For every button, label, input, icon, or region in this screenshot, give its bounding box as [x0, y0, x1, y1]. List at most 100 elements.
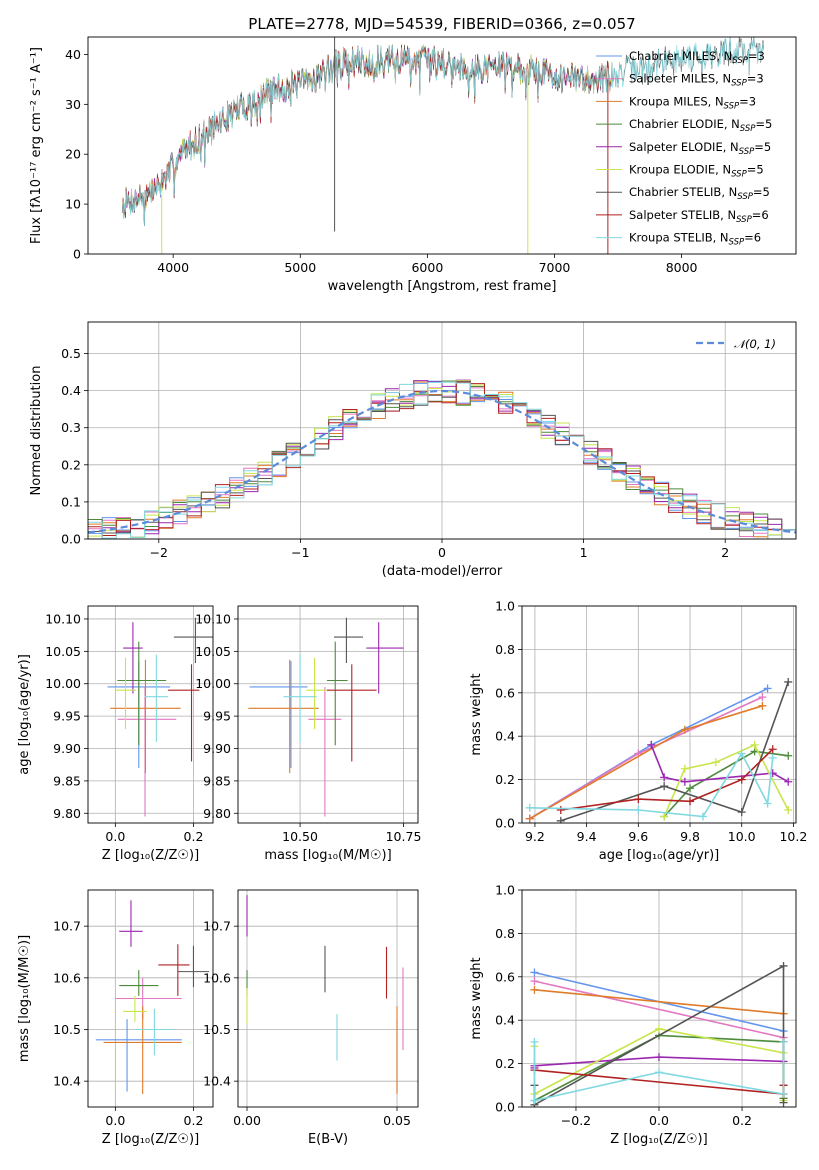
data-point: [530, 1096, 539, 1105]
legend-subscript: SSP: [731, 79, 747, 89]
series-kroupa-stelib: [121, 37, 765, 226]
histogram-kroupa-stelib: [88, 381, 796, 539]
data-point: [634, 805, 643, 814]
panel-spectrum: 4000 5000 6000 7000 8000 0 10 20 30 40 wavelength …: [29, 36, 797, 294]
errorbar-salpeter-stelib: [168, 664, 200, 762]
series-line: [663, 750, 789, 818]
legend-series-name: Kroupa STELIB, N: [629, 231, 729, 245]
errorbar-chabrier-miles: [249, 661, 308, 768]
data-point: [680, 764, 689, 773]
x-tick-label: 10.75: [386, 829, 422, 844]
errorbar-chabrier-stelib: [177, 945, 210, 988]
errorbar-kroupa-elodie: [123, 995, 147, 1022]
y-tick-label: 9.80: [53, 806, 81, 821]
x-tick-label: 9.4: [577, 829, 597, 844]
y-axis-label: mass [log₁₀(M/M☉)]: [17, 935, 32, 1062]
data-point: [763, 799, 772, 808]
y-tick-label: 0: [73, 247, 81, 262]
y-tick-label: 9.80: [203, 806, 231, 821]
legend-nssp: =6: [752, 208, 769, 222]
data-point: [660, 812, 669, 821]
axes-frame: [237, 605, 419, 824]
y-tick-label: 10.05: [45, 644, 81, 659]
axes-frame: [87, 36, 797, 255]
y-tick-label: 10.7: [53, 919, 81, 934]
data-point: [779, 1037, 788, 1046]
legend-nssp: =3: [747, 72, 764, 86]
data-point: [556, 816, 565, 823]
x-tick-label: 10.2: [779, 829, 807, 844]
series-kroupa-miles: [525, 701, 767, 823]
axes-frame: [87, 889, 214, 1108]
errorbar-chabrier-miles: [95, 1019, 182, 1092]
errorbar-salpeter-stelib: [158, 944, 190, 996]
data-point: [750, 740, 759, 749]
data-point: [655, 1068, 663, 1077]
y-tick-label: 10.05: [195, 644, 231, 659]
y-tick-label: 20: [65, 147, 81, 162]
errorbar-kroupa-stelib: [144, 654, 169, 743]
y-tick-label: 10.4: [53, 1074, 81, 1089]
x-tick-label: 0.0: [105, 1113, 125, 1128]
legend-label: Chabrier ELODIE, NSSP=5: [629, 117, 772, 134]
y-tick-label: 10.10: [45, 611, 81, 626]
data-point: [768, 745, 777, 754]
data-point: [556, 805, 565, 814]
y-tick-label: 0.2: [61, 457, 81, 472]
panel-mass-vs-ebv: 0.00 0.05 10.4 10.5 10.6 10.7 E(B-V): [203, 889, 419, 1147]
errorbar-salpeter-elodie: [119, 900, 143, 947]
plot-area: [530, 961, 788, 1107]
y-tick-label: 9.95: [203, 709, 231, 724]
legend-series-name: Chabrier MILES, N: [629, 49, 732, 63]
x-tick-label: 9.8: [680, 829, 700, 844]
y-tick-label: 0.8: [495, 926, 515, 941]
y-tick-label: 10.00: [195, 676, 231, 691]
data-point: [784, 805, 793, 814]
legend-subscript: SSP: [731, 170, 747, 180]
data-point: [525, 803, 534, 812]
y-tick-label: 9.90: [203, 741, 231, 756]
y-tick-label: 0.4: [495, 729, 515, 744]
x-tick-label: 8000: [666, 260, 698, 275]
legend-nssp: =6: [744, 231, 761, 245]
legend-subscript: SSP: [740, 124, 756, 134]
panel-residuals: −2 −1 0 1 2 0.0 0.1 0.2 0.3 0.4 0.5 (data-model)/er…: [29, 321, 797, 579]
y-tick-label: 0.1: [61, 494, 81, 509]
data-point: [530, 968, 539, 977]
y-axis-label: mass weight: [469, 957, 484, 1039]
x-tick-label: 9.6: [628, 829, 648, 844]
y-tick-label: 10.10: [195, 611, 231, 626]
data-point: [634, 795, 643, 804]
y-tick-label: 30: [65, 97, 81, 112]
series-line: [529, 696, 763, 820]
x-tick-label: 10.0: [728, 829, 756, 844]
y-tick-label: 10: [65, 197, 81, 212]
legend-label: Salpeter ELODIE, NSSP=5: [629, 140, 771, 157]
x-axis-label: Z [log₁₀(Z/Z☉)]: [102, 848, 199, 863]
x-tick-label: 0.2: [732, 1113, 752, 1128]
y-tick-label: 10.5: [203, 1022, 231, 1037]
y-tick-label: 9.85: [203, 773, 231, 788]
plot-area: [525, 677, 793, 823]
y-axis-label: Normed distribution: [29, 366, 44, 496]
x-tick-label: 0.0: [649, 1113, 669, 1128]
y-tick-label: 40: [65, 47, 81, 62]
axes-frame: [237, 889, 419, 1108]
data-point: [680, 725, 689, 734]
data-point: [680, 777, 689, 786]
x-tick-label: 1: [580, 545, 588, 560]
histogram-chabrier-stelib: [88, 381, 796, 534]
x-axis-label: Z [log₁₀(Z/Z☉)]: [610, 1132, 707, 1147]
errorbar-chabrier-stelib: [334, 617, 363, 664]
errorbar-kroupa-elodie: [306, 657, 327, 730]
x-tick-label: 0.2: [184, 1113, 204, 1128]
data-point: [686, 797, 695, 806]
errorbar-kroupa-miles: [103, 1006, 182, 1095]
legend-label: Kroupa ELODIE, NSSP=5: [629, 163, 764, 180]
panel-age-vs-mass: 10.50 10.75 9.80 9.85 9.90 9.95 10.00 10.05 10.1…: [195, 605, 422, 863]
y-tick-label: 1.0: [495, 599, 515, 614]
plot-area: [248, 617, 404, 817]
x-tick-label: 0.0: [105, 829, 125, 844]
data-point: [737, 749, 746, 758]
data-point: [711, 758, 720, 767]
